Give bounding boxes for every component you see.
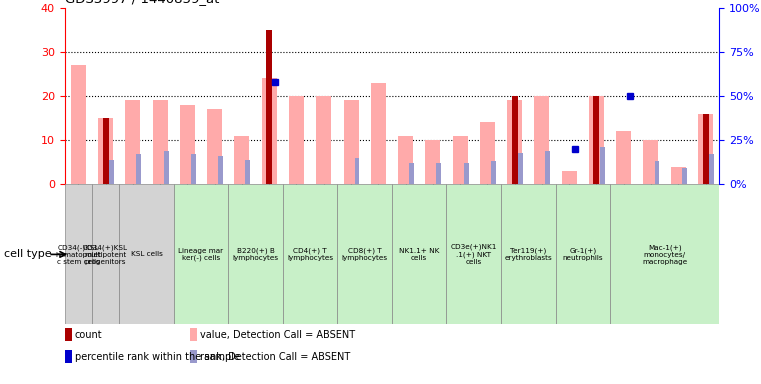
Bar — [698, 114, 713, 184]
Bar — [65, 328, 72, 341]
Bar — [511, 96, 517, 184]
Bar — [228, 184, 283, 324]
Bar — [153, 101, 167, 184]
Bar — [234, 136, 250, 184]
Bar — [119, 184, 174, 324]
Bar — [507, 101, 522, 184]
Text: value, Detection Call = ABSENT: value, Detection Call = ABSENT — [200, 329, 355, 339]
Bar — [436, 163, 441, 184]
Bar — [409, 163, 414, 184]
Bar — [337, 184, 392, 324]
Bar — [136, 154, 142, 184]
Text: CD34(+)KSL
multipotent
progenitors: CD34(+)KSL multipotent progenitors — [83, 244, 128, 265]
Bar — [191, 154, 196, 184]
Text: CD34(-)KSL
hematopoiet
c stem cells: CD34(-)KSL hematopoiet c stem cells — [56, 244, 101, 265]
Bar — [207, 109, 222, 184]
Text: Lineage mar
ker(-) cells: Lineage mar ker(-) cells — [179, 248, 224, 261]
Text: Mac-1(+)
monocytes/
macrophage: Mac-1(+) monocytes/ macrophage — [642, 244, 687, 265]
Bar — [600, 147, 605, 184]
Text: rank, Detection Call = ABSENT: rank, Detection Call = ABSENT — [200, 352, 350, 362]
Text: count: count — [75, 329, 102, 339]
Bar — [589, 96, 604, 184]
Bar — [610, 184, 719, 324]
Bar — [289, 96, 304, 184]
Bar — [501, 184, 556, 324]
Text: Ter119(+)
erythroblasts: Ter119(+) erythroblasts — [505, 248, 552, 261]
Bar — [174, 184, 228, 324]
Text: cell type: cell type — [4, 249, 52, 260]
Bar — [702, 114, 708, 184]
Text: GDS3997 / 1440859_at: GDS3997 / 1440859_at — [65, 0, 219, 5]
Text: NK1.1+ NK
cells: NK1.1+ NK cells — [399, 248, 439, 261]
Bar — [246, 160, 250, 184]
Bar — [453, 136, 467, 184]
Bar — [534, 96, 549, 184]
Bar — [190, 328, 197, 341]
Bar — [594, 96, 600, 184]
Bar — [180, 105, 195, 184]
Text: KSL cells: KSL cells — [131, 252, 162, 257]
Text: Gr-1(+)
neutrophils: Gr-1(+) neutrophils — [562, 248, 603, 261]
Bar — [218, 156, 223, 184]
Bar — [709, 154, 714, 184]
Bar — [480, 122, 495, 184]
Bar — [491, 161, 496, 184]
Bar — [371, 83, 386, 184]
Bar — [164, 151, 169, 184]
Bar — [343, 101, 358, 184]
Text: CD8(+) T
lymphocytes: CD8(+) T lymphocytes — [342, 248, 387, 261]
Bar — [546, 151, 550, 184]
Bar — [654, 161, 660, 184]
Bar — [283, 184, 337, 324]
Bar — [98, 118, 113, 184]
Text: CD4(+) T
lymphocytes: CD4(+) T lymphocytes — [287, 248, 333, 261]
Bar — [518, 152, 523, 184]
Bar — [355, 158, 359, 184]
Bar — [262, 78, 277, 184]
Bar — [447, 184, 501, 324]
Bar — [92, 184, 119, 324]
Text: B220(+) B
lymphocytes: B220(+) B lymphocytes — [233, 248, 279, 261]
Bar — [644, 140, 658, 184]
Bar — [562, 171, 577, 184]
Bar — [266, 30, 272, 184]
Bar — [670, 167, 686, 184]
Text: CD3e(+)NK1
.1(+) NKT
cells: CD3e(+)NK1 .1(+) NKT cells — [451, 244, 497, 265]
Bar — [71, 65, 86, 184]
Bar — [556, 184, 610, 324]
Bar — [103, 118, 109, 184]
Bar — [392, 184, 447, 324]
Bar — [463, 163, 469, 184]
Bar — [317, 96, 331, 184]
Bar — [65, 350, 72, 363]
Bar — [65, 184, 92, 324]
Text: percentile rank within the sample: percentile rank within the sample — [75, 352, 240, 362]
Bar — [682, 169, 686, 184]
Bar — [109, 160, 114, 184]
Bar — [616, 131, 631, 184]
Bar — [425, 140, 441, 184]
Bar — [398, 136, 413, 184]
Bar — [190, 350, 197, 363]
Bar — [126, 101, 140, 184]
